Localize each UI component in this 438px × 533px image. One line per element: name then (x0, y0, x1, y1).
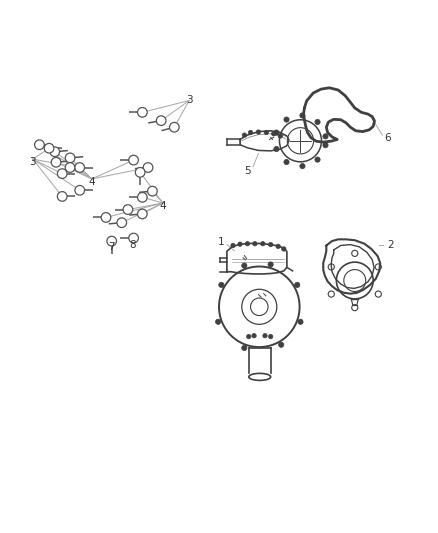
Circle shape (274, 130, 279, 135)
Circle shape (148, 187, 157, 196)
Circle shape (129, 233, 138, 243)
Circle shape (123, 205, 133, 214)
Circle shape (107, 236, 117, 246)
Circle shape (219, 282, 224, 287)
Circle shape (252, 334, 256, 338)
Text: 7: 7 (108, 242, 115, 252)
Circle shape (274, 147, 279, 152)
Circle shape (156, 116, 166, 125)
Circle shape (279, 342, 284, 348)
Circle shape (256, 130, 261, 134)
Circle shape (268, 243, 273, 247)
Text: 8: 8 (129, 240, 136, 251)
Circle shape (298, 319, 303, 325)
Circle shape (264, 130, 268, 135)
Text: 5: 5 (244, 166, 251, 176)
Circle shape (278, 134, 283, 138)
Circle shape (242, 133, 247, 138)
Circle shape (75, 163, 85, 172)
Circle shape (138, 209, 147, 219)
Circle shape (284, 159, 289, 165)
Circle shape (242, 345, 247, 351)
Circle shape (129, 155, 138, 165)
Circle shape (138, 192, 147, 202)
Circle shape (323, 134, 328, 139)
Circle shape (170, 123, 179, 132)
Circle shape (143, 163, 153, 172)
Circle shape (263, 334, 267, 338)
Circle shape (231, 243, 235, 248)
Circle shape (323, 142, 328, 148)
Circle shape (135, 167, 145, 177)
Circle shape (268, 262, 273, 267)
Circle shape (261, 241, 265, 246)
Circle shape (57, 169, 67, 179)
Circle shape (238, 242, 242, 246)
Circle shape (117, 218, 127, 228)
Circle shape (295, 282, 300, 287)
Text: 3: 3 (29, 157, 36, 167)
Circle shape (282, 247, 286, 251)
Circle shape (276, 244, 280, 248)
Circle shape (138, 108, 147, 117)
Circle shape (268, 334, 273, 339)
Text: 4: 4 (159, 201, 166, 211)
Circle shape (248, 130, 253, 135)
Circle shape (101, 213, 111, 222)
Circle shape (247, 334, 251, 339)
Text: 6: 6 (384, 133, 391, 143)
Circle shape (245, 241, 250, 246)
Circle shape (51, 157, 61, 167)
Circle shape (284, 117, 289, 122)
Circle shape (35, 140, 44, 150)
Circle shape (65, 163, 75, 172)
Circle shape (315, 119, 320, 125)
Circle shape (272, 132, 276, 136)
Text: 2: 2 (387, 240, 394, 251)
Circle shape (57, 191, 67, 201)
Text: 3: 3 (186, 95, 193, 106)
Circle shape (300, 164, 305, 169)
Circle shape (50, 147, 60, 157)
Circle shape (65, 153, 75, 163)
Circle shape (44, 143, 54, 153)
Circle shape (315, 157, 320, 162)
Text: 1: 1 (218, 237, 225, 247)
Circle shape (215, 319, 221, 325)
Circle shape (253, 241, 257, 246)
Circle shape (300, 113, 305, 118)
Circle shape (242, 263, 247, 268)
Text: 4: 4 (88, 176, 95, 187)
Circle shape (75, 185, 85, 195)
